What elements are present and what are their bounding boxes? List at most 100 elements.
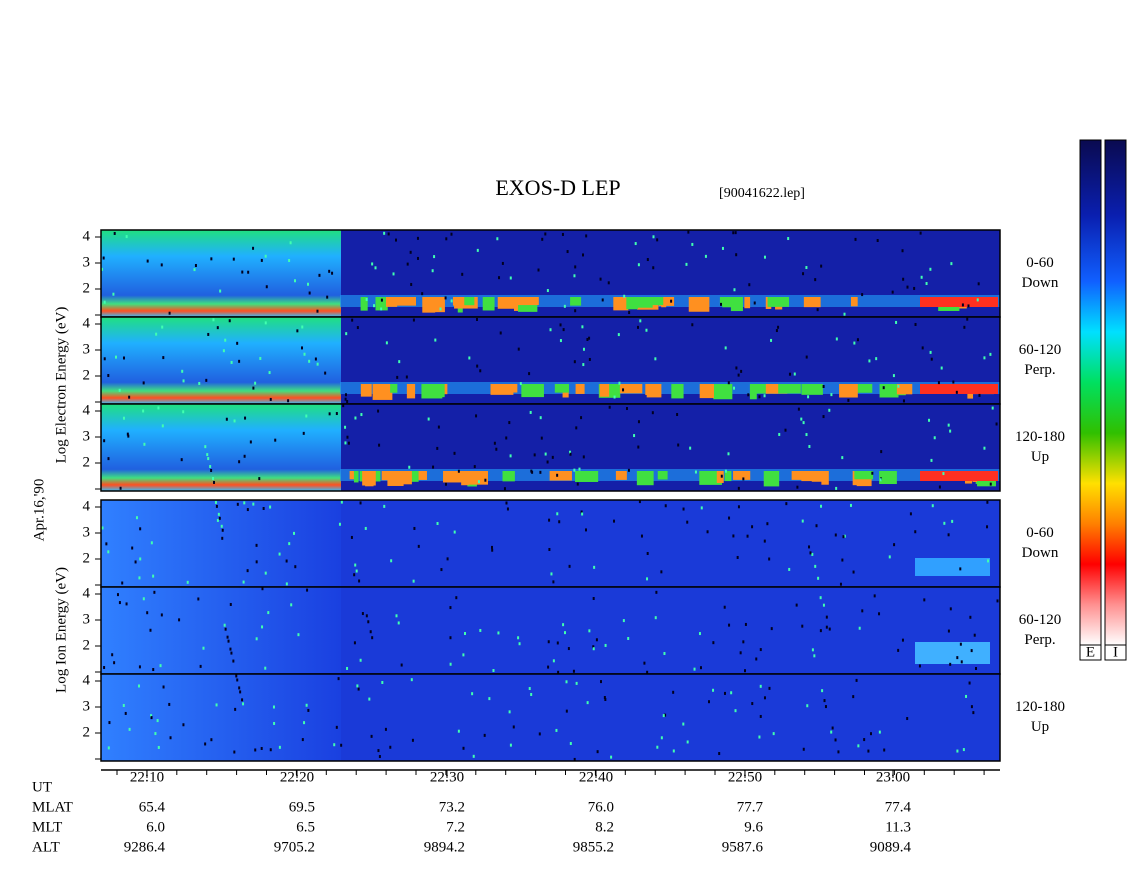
spectrogram [364,526,367,530]
spectrogram [236,678,239,682]
panel-angle: 0-60 [1026,255,1054,271]
spectrogram [353,471,359,483]
orbit-value: 8.2 [595,819,614,835]
spectrogram [699,471,722,485]
spectrogram [530,692,533,696]
spectrogram [138,576,141,580]
spectrogram [235,674,238,678]
spectrogram [453,451,456,455]
spectrogram [492,669,495,673]
spectrogram [413,526,416,530]
spectrogram [633,434,636,438]
spectrogram [636,325,639,329]
spectrogram [338,522,341,526]
spectrogram [575,681,578,685]
spectrogram [622,619,625,623]
spectrogram [777,325,780,329]
spectrogram [233,750,236,754]
y-tick-label: 4 [83,585,91,601]
spectrogram [849,503,852,507]
spectrogram [210,469,213,473]
spectrogram [387,232,390,236]
spectrogram [476,248,479,252]
y-tick-label: 4 [83,228,91,244]
spectrogram [259,356,262,360]
spectrogram [880,450,883,454]
spectrogram [763,394,766,398]
spectrogram [652,266,655,270]
spectrogram [586,701,589,705]
spectrogram [573,360,576,364]
spectrogram [582,347,585,351]
spectrogram [359,501,362,505]
spectrogram [416,236,419,240]
y-tick-label: 2 [83,550,91,566]
spectrogram [896,384,913,395]
spectrogram [770,627,773,631]
spectrogram [732,534,735,538]
spectrogram [651,411,654,415]
spectrogram [238,686,241,690]
spectrogram [929,267,932,271]
spectrogram [661,297,667,308]
spectrogram [378,755,381,759]
spectrogram [816,308,819,312]
spectrogram [242,580,245,584]
spectrogram [368,697,371,701]
spectrogram [882,384,906,396]
spectrogram [178,618,181,622]
spectrogram [575,426,578,430]
spectrogram [214,500,217,504]
spectrogram [199,664,202,668]
spectrogram [246,569,249,573]
spectrogram [802,747,805,751]
y-tick-label: 3 [83,698,91,714]
spectrogram [575,471,599,482]
spectrogram [371,262,374,266]
spectrogram [686,740,689,744]
spectrogram [551,455,554,459]
spectrogram [599,680,602,684]
spectrogram [346,400,349,404]
spectrogram [496,237,499,241]
spectrogram [970,649,973,653]
y-tick-label: 3 [83,524,91,540]
spectrogram [613,519,616,523]
spectrogram [737,373,740,377]
spectrogram [138,665,141,669]
spectrogram [691,323,694,327]
spectrogram [118,388,121,392]
ion-axis-label: Log Ion Energy (eV) [53,567,69,693]
spectrogram [949,429,952,433]
spectrogram [168,311,171,315]
spectrogram [345,332,348,336]
spectrogram [706,530,709,534]
spectrogram [308,359,311,363]
spectrogram [146,611,149,615]
spectrogram [963,325,966,329]
spectrogram [677,443,680,447]
spectrogram [942,472,945,476]
spectrogram [841,456,844,460]
color-bar-label-box [1079,644,1102,661]
spectrogram [197,597,200,601]
spectrogram [443,471,465,483]
spectrogram [811,471,822,482]
spectrogram [918,664,921,668]
time-label: 23:00 [876,769,910,785]
spectrogram [182,379,185,383]
spectrogram [617,333,620,337]
spectrogram [656,745,659,749]
spectrogram [920,275,923,279]
spectrogram [691,242,694,246]
spectrogram [506,507,509,511]
spectrogram [928,418,931,422]
spectrogram [744,297,751,309]
spectrogram [356,684,359,688]
spectrogram [101,587,341,674]
spectrogram [991,406,994,410]
spectrogram [461,272,464,276]
spectrogram [344,425,347,429]
spectrogram [712,641,715,645]
spectrogram [573,274,576,278]
